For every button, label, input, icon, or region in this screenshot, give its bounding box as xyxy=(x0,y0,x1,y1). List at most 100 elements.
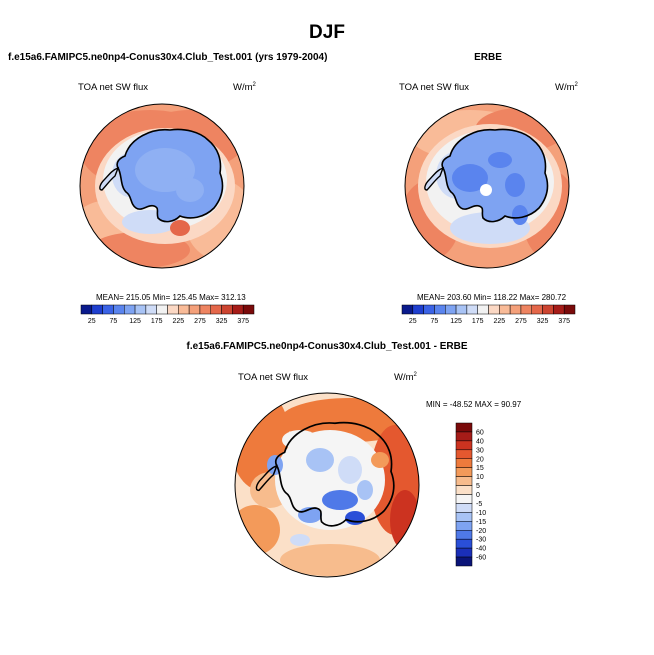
colorbar-swatch xyxy=(113,304,125,315)
colorbar-swatch xyxy=(455,440,473,451)
colorbar-swatch xyxy=(488,304,500,315)
colorbar-swatch xyxy=(531,304,543,315)
colorbar-tick-label: 225 xyxy=(172,318,184,325)
colorbar-tick-label: 10 xyxy=(476,474,484,481)
colorbar-tick-label: -40 xyxy=(476,546,486,553)
colorbar-swatch xyxy=(455,467,473,477)
colorbar-tick-label: 375 xyxy=(237,318,249,325)
colorbar-swatch xyxy=(455,485,473,495)
colorbar-swatch xyxy=(563,304,576,315)
page-title: DJF xyxy=(309,22,345,43)
colorbar-tick-label: -60 xyxy=(476,555,486,562)
stats-obs: MEAN= 203.60 Min= 118.22 Max= 280.72 xyxy=(417,293,567,302)
colorbar-tick-label: 25 xyxy=(409,318,417,325)
map-border-diff xyxy=(234,392,420,578)
colorbar-tick-label: 175 xyxy=(151,318,163,325)
colorbar-swatch xyxy=(455,556,473,567)
colorbar-swatch xyxy=(455,458,473,468)
stats-diff: MIN = -48.52 MAX = 90.97 xyxy=(426,400,522,409)
colorbar-swatch xyxy=(156,304,168,315)
colorbar-tick-label: 275 xyxy=(194,318,206,325)
colorbar-tick-label: 275 xyxy=(515,318,527,325)
colorbar-swatch xyxy=(134,304,147,315)
colorbar-swatch xyxy=(242,304,255,315)
colorbar-swatch xyxy=(466,304,478,315)
map-diff xyxy=(235,393,419,577)
colorbar-tick-label: 60 xyxy=(476,429,484,436)
colorbar-model: 25 75 125 175 225 275 325 375 xyxy=(80,304,255,325)
colorbar-swatch xyxy=(434,304,446,315)
colorbar-swatch xyxy=(232,304,244,315)
colorbar-tick-label: 30 xyxy=(476,447,484,454)
colorbar-tick-label: 225 xyxy=(493,318,505,325)
colorbar-tick-label: 25 xyxy=(88,318,96,325)
colorbar-tick-label: 125 xyxy=(129,318,141,325)
colorbar-swatch xyxy=(412,304,424,315)
unit-label-diff: W/m2 xyxy=(394,372,417,384)
colorbar-swatch xyxy=(188,304,201,315)
colorbar-tick-label: -30 xyxy=(476,537,486,544)
colorbar-swatch xyxy=(455,512,473,522)
colorbar-tick-label: -20 xyxy=(476,528,486,535)
colorbar-diff: 60 40 30 20 15 10 5 0 -5 -10 -15 -20 -30 -40 -60 xyxy=(455,422,486,567)
colorbar-swatch xyxy=(477,304,489,315)
colorbar-swatch xyxy=(553,304,565,315)
map-border-obs xyxy=(404,103,570,269)
colorbar-tick-label: 325 xyxy=(537,318,549,325)
colorbar-tick-label: -10 xyxy=(476,510,486,517)
colorbar-swatch xyxy=(455,449,473,459)
colorbar-swatch xyxy=(199,304,211,315)
colorbar-swatch xyxy=(520,304,532,315)
colorbar-swatch xyxy=(499,304,511,315)
colorbar-swatch xyxy=(145,304,157,315)
colorbar-swatch xyxy=(80,304,93,315)
colorbar-swatch xyxy=(455,494,473,504)
colorbar-tick-label: 325 xyxy=(216,318,228,325)
colorbar-tick-label: -5 xyxy=(476,501,482,508)
field-label-diff: TOA net SW flux xyxy=(238,372,309,383)
colorbar-swatch xyxy=(455,304,468,315)
colorbar-swatch xyxy=(167,304,179,315)
panel-title-obs: ERBE xyxy=(474,52,502,63)
colorbar-swatch xyxy=(102,304,114,315)
map-border-model xyxy=(79,103,245,269)
colorbar-tick-label: 40 xyxy=(476,438,484,445)
colorbar-swatch xyxy=(210,304,222,315)
field-label-obs: TOA net SW flux xyxy=(399,82,470,93)
colorbar-swatch xyxy=(455,530,473,540)
colorbar-swatch xyxy=(455,547,473,558)
colorbar-tick-label: 15 xyxy=(476,465,484,472)
colorbar-swatch xyxy=(401,304,414,315)
colorbar-swatch xyxy=(455,422,473,433)
unit-label-obs: W/m2 xyxy=(555,82,578,94)
map-obs xyxy=(405,104,569,268)
panel-title-model: f.e15a6.FAMIPC5.ne0np4-Conus30x4.Club_Te… xyxy=(8,52,328,63)
colorbar-swatch xyxy=(509,304,522,315)
colorbar-tick-label: 75 xyxy=(110,318,118,325)
colorbar-swatch xyxy=(124,304,136,315)
field-label-model: TOA net SW flux xyxy=(78,82,149,93)
colorbar-obs: 25 75 125 175 225 275 325 375 xyxy=(401,304,576,325)
colorbar-tick-label: 175 xyxy=(472,318,484,325)
stats-model: MEAN= 215.05 Min= 125.45 Max= 312.13 xyxy=(96,293,246,302)
colorbar-tick-label: 20 xyxy=(476,456,484,463)
colorbar-tick-label: -15 xyxy=(476,519,486,526)
colorbar-swatch xyxy=(455,521,473,531)
colorbar-swatch xyxy=(542,304,554,315)
colorbar-swatch xyxy=(455,476,473,486)
colorbar-tick-label: 5 xyxy=(476,483,480,490)
colorbar-swatch xyxy=(423,304,435,315)
colorbar-tick-label: 0 xyxy=(476,492,480,499)
colorbar-tick-label: 375 xyxy=(558,318,570,325)
unit-label-model: W/m2 xyxy=(233,82,256,94)
colorbar-swatch xyxy=(455,503,473,513)
colorbar-swatch xyxy=(455,538,473,549)
colorbar-swatch xyxy=(91,304,103,315)
colorbar-swatch xyxy=(445,304,457,315)
panel-title-diff: f.e15a6.FAMIPC5.ne0np4-Conus30x4.Club_Te… xyxy=(186,341,468,352)
colorbar-tick-label: 125 xyxy=(450,318,462,325)
colorbar-tick-label: 75 xyxy=(431,318,439,325)
map-model xyxy=(80,104,244,268)
colorbar-swatch xyxy=(221,304,233,315)
